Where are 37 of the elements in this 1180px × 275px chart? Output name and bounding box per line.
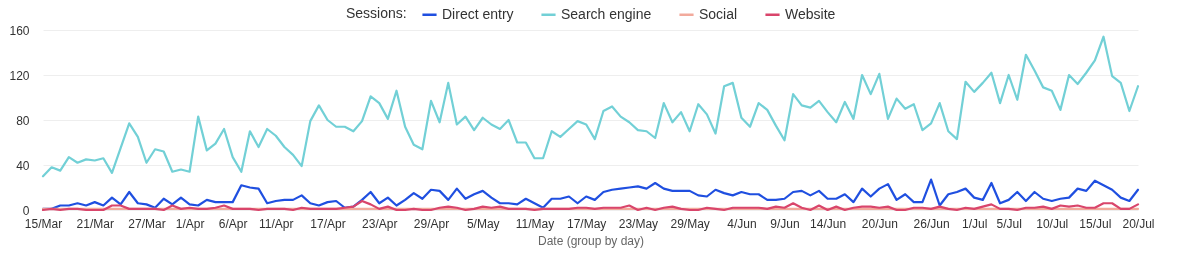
line-series <box>41 199 1140 212</box>
x-tick-label: 10/Jul <box>1036 216 1069 231</box>
x-tick-label: 14/Jun <box>810 216 847 231</box>
x-tick-label: 9/Jun <box>770 216 800 231</box>
y-tick-label: 40 <box>16 158 30 173</box>
x-axis-title: Date (group by day) <box>537 233 645 248</box>
x-tick-label: 26/Jun <box>913 216 950 231</box>
x-tick-label: 29/May <box>670 216 710 231</box>
y-tick-label: 0 <box>22 203 30 218</box>
x-tick-label: 5/Jul <box>996 216 1022 231</box>
x-tick-label: 23/May <box>618 216 659 231</box>
y-tick-label: 120 <box>9 68 30 83</box>
x-tick-label: 20/Jun <box>861 216 898 231</box>
x-tick-label: 17/May <box>567 216 607 231</box>
x-tick-label: 1/Apr <box>175 216 205 231</box>
x-tick-label: 17/Apr <box>310 216 346 231</box>
x-tick-label: 5/May <box>466 216 500 231</box>
legend-label: Social <box>699 5 738 22</box>
legend-label: Search engine <box>561 5 652 22</box>
y-tick-label: 160 <box>9 23 30 38</box>
x-tick-label: 11/May <box>515 216 555 231</box>
x-tick-label: 27/Mar <box>128 216 166 231</box>
x-tick-label: 15/Mar <box>24 216 63 231</box>
legend-label: Website <box>785 5 836 22</box>
x-tick-label: 11/Apr <box>259 216 294 231</box>
x-tick-label: 20/Jul <box>1122 216 1155 231</box>
x-tick-label: 21/Mar <box>76 216 114 231</box>
x-tick-label: 23/Apr <box>362 216 398 231</box>
x-tick-label: 29/Apr <box>413 216 450 231</box>
legend-title: Sessions: <box>346 5 407 21</box>
y-tick-label: 80 <box>16 113 30 128</box>
line-series <box>41 35 1140 178</box>
x-tick-label: 4/Jun <box>727 216 757 231</box>
legend-label: Direct entry <box>442 5 514 22</box>
x-tick-label: 15/Jul <box>1079 216 1112 231</box>
x-tick-label: 6/Apr <box>218 216 248 231</box>
x-tick-label: 1/Jul <box>962 216 988 231</box>
